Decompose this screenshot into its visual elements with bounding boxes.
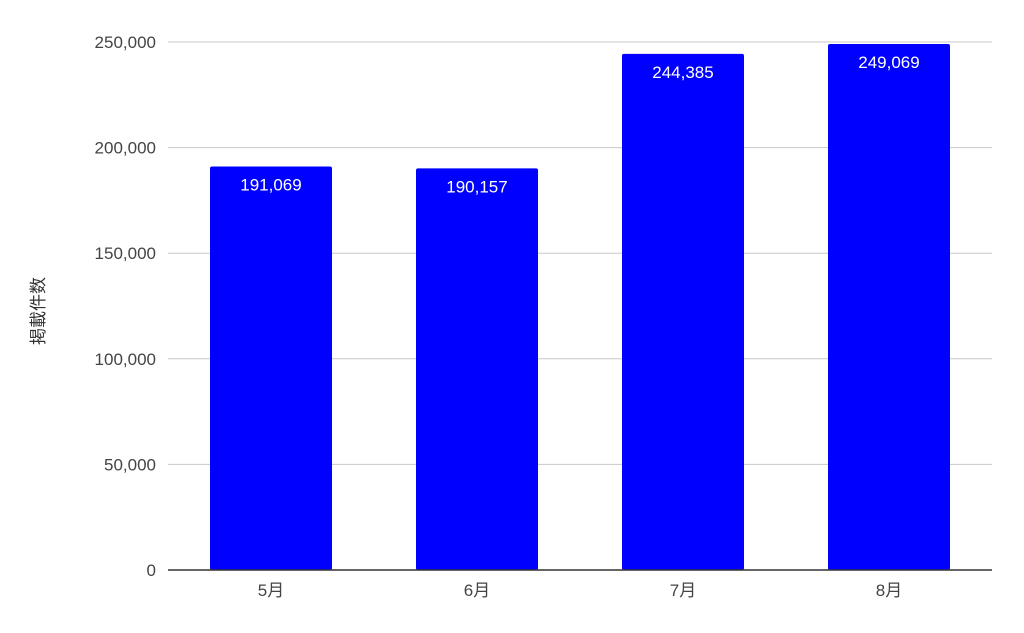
y-axis-label: 掲載件数 [29, 277, 49, 345]
bar [622, 53, 744, 570]
bar [828, 43, 950, 571]
data-labels: 191,069 190,157 244,385 249,069 [240, 53, 919, 196]
x-tick-label: 7月 [670, 581, 696, 600]
bar-data-label: 190,157 [446, 177, 507, 196]
bar-data-label: 191,069 [240, 175, 301, 194]
x-tick-label: 8月 [876, 581, 902, 600]
y-tick-label: 150,000 [95, 244, 156, 263]
y-tick-label: 50,000 [104, 455, 156, 474]
y-tick-label: 250,000 [95, 33, 156, 52]
y-tick-label: 0 [147, 561, 156, 580]
y-tick-label: 100,000 [95, 350, 156, 369]
bars [210, 43, 950, 571]
bar [210, 166, 332, 570]
y-axis-tick-labels: 0 50,000 100,000 150,000 200,000 250,000 [95, 33, 156, 580]
bar-data-label: 244,385 [652, 63, 713, 82]
x-tick-label: 5月 [258, 581, 284, 600]
y-tick-label: 200,000 [95, 139, 156, 158]
x-axis-tick-labels: 5月 6月 7月 8月 [258, 581, 902, 600]
bar [416, 168, 538, 570]
bar-data-label: 249,069 [858, 53, 919, 72]
x-tick-label: 6月 [464, 581, 490, 600]
